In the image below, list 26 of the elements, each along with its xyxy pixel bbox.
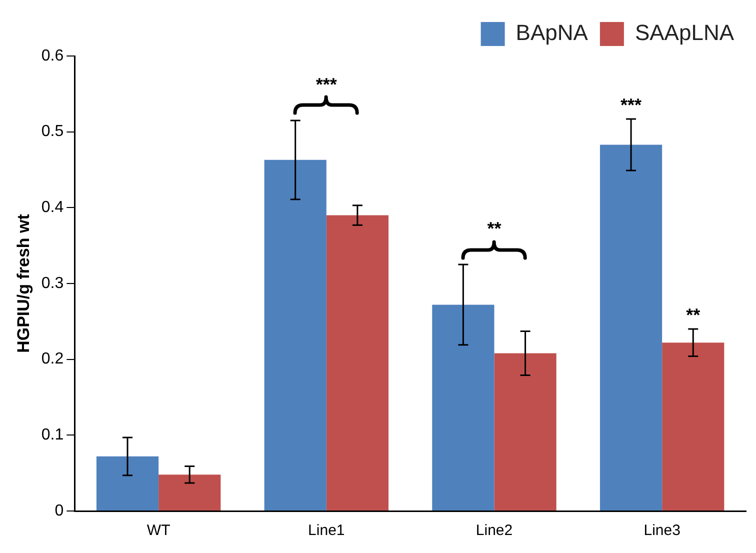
y-tick-label: 0.2 (41, 350, 64, 368)
y-tick-label: 0.3 (41, 274, 64, 292)
x-tick-label: Line3 (644, 522, 680, 540)
annotation: *** (316, 74, 337, 94)
bar (264, 160, 326, 510)
x-tick-label: Line2 (476, 522, 513, 540)
y-tick-label: 0.5 (41, 123, 64, 140)
y-tick-label: 0.1 (41, 426, 64, 444)
annotation: ** (487, 218, 502, 239)
y-tick-label: 0.6 (41, 47, 64, 64)
x-tick-label: WT (146, 522, 170, 540)
legend-label: BApNA (516, 20, 588, 46)
bar (158, 474, 221, 510)
y-tick-label: 0 (54, 502, 64, 520)
bar (96, 456, 159, 510)
y-tick-label: 0.4 (41, 199, 64, 216)
x-tick-label: Line1 (308, 522, 345, 540)
bar (432, 304, 494, 510)
bar (494, 353, 556, 510)
legend-label: SAApLNA (634, 20, 734, 46)
bar (600, 144, 662, 510)
bar (326, 215, 388, 510)
y-axis-title: HGPIU/g fresh wt (14, 214, 33, 353)
annotation: ** (686, 305, 700, 325)
bar (662, 342, 724, 510)
annotation: *** (620, 94, 642, 115)
